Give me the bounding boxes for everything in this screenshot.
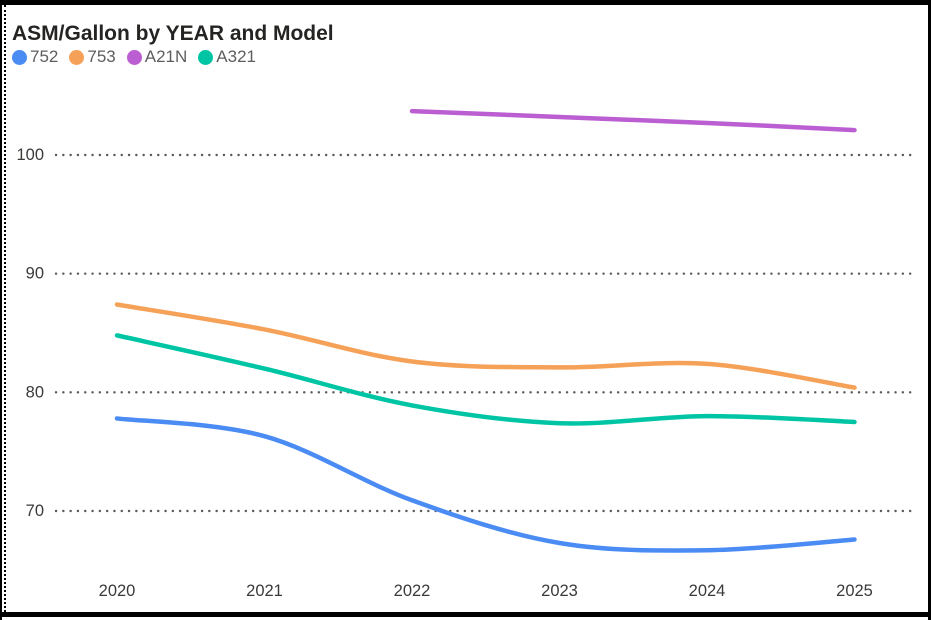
legend-item-752[interactable]: 752: [12, 47, 58, 67]
window-border-top: [0, 0, 931, 5]
legend-label: A321: [216, 47, 256, 66]
legend-label: 753: [87, 47, 116, 66]
x-axis-label-2025: 2025: [836, 582, 873, 600]
legend-item-A321[interactable]: A321: [198, 47, 256, 67]
x-axis-label-2021: 2021: [246, 582, 283, 600]
x-axis-label-2022: 2022: [394, 582, 431, 600]
chart-title: ASM/Gallon by YEAR and Model: [12, 22, 334, 46]
x-axis-label-2024: 2024: [689, 582, 726, 600]
legend-label: A21N: [144, 47, 188, 66]
series-line-A21N[interactable]: [409, 108, 857, 133]
legend-marker-icon: [126, 49, 142, 65]
legend-marker-icon: [69, 49, 85, 65]
x-axis-label-2020: 2020: [99, 582, 136, 600]
legend-label: 752: [30, 47, 59, 66]
window-border-left-dotted: [4, 5, 6, 612]
series-line-752[interactable]: [114, 416, 857, 553]
legend-item-753[interactable]: 753: [69, 47, 116, 67]
window-border-right: [928, 0, 931, 620]
window-border-bottom: [0, 612, 931, 617]
y-axis-label-80: 80: [26, 383, 44, 401]
legend-marker-icon: [198, 49, 214, 65]
legend: 752 753 A21N A321: [12, 47, 256, 67]
window-border-left: [0, 0, 2, 620]
series-line-A321[interactable]: [114, 333, 857, 426]
y-axis-label-90: 90: [26, 265, 44, 283]
y-axis-label-70: 70: [26, 502, 44, 520]
y-axis-label-100: 100: [16, 146, 44, 164]
legend-marker-icon: [12, 49, 27, 65]
series-line-753[interactable]: [114, 302, 857, 390]
legend-item-A21N[interactable]: A21N: [126, 47, 188, 67]
x-axis-label-2023: 2023: [541, 582, 578, 600]
